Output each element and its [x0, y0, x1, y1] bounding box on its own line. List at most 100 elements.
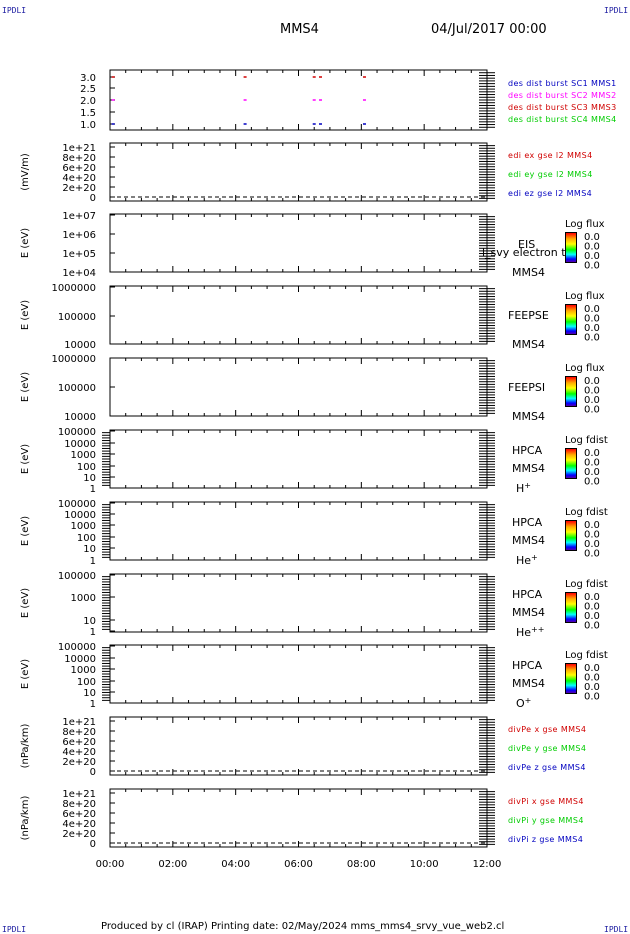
y-tick-label-divpi: 0: [90, 839, 96, 850]
instrument-label-eis: EIS: [518, 238, 535, 251]
y-axis-label-feepsi: E (eV): [20, 372, 31, 402]
y-tick-label-burst: 2.0: [80, 96, 96, 107]
y-tick-label-feepsi: 10000: [64, 412, 96, 423]
date-title: 04/Jul/2017 00:00: [431, 22, 547, 37]
instrument-label-hpca-h: HPCA: [512, 444, 543, 457]
colorbar-gradient: [565, 663, 577, 694]
spacecraft-label-eis: MMS4: [512, 266, 545, 279]
x-tick-label: 02:00: [158, 859, 187, 870]
y-tick-label-burst: 1.5: [80, 108, 96, 119]
colorbar-title-feepse: Log flux: [565, 291, 605, 302]
colorbar-value-hpca-he2: 0.0: [584, 602, 600, 613]
y-tick-label-divpi: 1e+21: [62, 789, 96, 800]
y-axis-label-hpca-o: E (eV): [20, 659, 31, 689]
y-tick-label-hpca-he2: 100000: [58, 571, 96, 582]
colorbar-title-hpca-o: Log fdist: [565, 650, 608, 661]
y-tick-label-hpca-he: 1: [90, 556, 96, 567]
colorbar-title-hpca-he: Log fdist: [565, 507, 608, 518]
y-axis-label-divpi: (nPa/km): [20, 796, 31, 841]
legend-item-edi: edi ey gse l2 MMS4: [508, 170, 593, 179]
legend-item-divpe: divPe y gse MMS4: [508, 744, 586, 753]
y-tick-label-divpe: 8e+20: [62, 727, 96, 738]
footer-credits: Produced by cl (IRAP) Printing date: 02/…: [101, 921, 505, 932]
y-tick-label-eis: 1e+06: [62, 230, 96, 241]
colorbar-value-eis: 0.0: [584, 251, 600, 262]
y-tick-label-hpca-he: 1000: [71, 521, 96, 532]
colorbar-value-hpca-o: 0.0: [584, 682, 600, 693]
y-tick-label-divpe: 2e+20: [62, 757, 96, 768]
colorbar-gradient: [565, 376, 577, 407]
y-tick-label-edi: 8e+20: [62, 153, 96, 164]
colorbar-value-eis: 0.0: [584, 232, 600, 243]
y-tick-label-hpca-o: 100: [77, 677, 96, 688]
colorbar-feepse: [565, 304, 577, 335]
y-tick-label-hpca-he2: 1: [90, 627, 96, 638]
y-tick-label-hpca-o: 10: [83, 688, 96, 699]
spacecraft-title: MMS4: [280, 22, 319, 37]
legend-item-divpe: divPe x gse MMS4: [508, 725, 586, 734]
species-label-hpca-he: He+: [516, 553, 538, 568]
colorbar-value-hpca-he: 0.0: [584, 520, 600, 531]
y-tick-label-divpe: 0: [90, 767, 96, 778]
x-tick-label: 06:00: [284, 859, 313, 870]
colorbar-value-hpca-h: 0.0: [584, 448, 600, 459]
colorbar-value-feepsi: 0.0: [584, 376, 600, 387]
y-tick-label-hpca-he2: 1000: [71, 593, 96, 604]
species-label-hpca-h: H+: [516, 481, 531, 496]
y-tick-label-burst: 3.0: [80, 73, 96, 84]
colorbar-value-feepsi: 0.0: [584, 405, 600, 416]
panel-frame-hpca-he2: [109, 573, 488, 633]
y-tick-label-hpca-he2: 10: [83, 616, 96, 627]
y-tick-label-hpca-he: 10000: [64, 510, 96, 521]
colorbar-hpca-o: [565, 663, 577, 694]
colorbar-gradient: [565, 304, 577, 335]
x-tick-label: 08:00: [347, 859, 376, 870]
colorbar-value-hpca-he2: 0.0: [584, 592, 600, 603]
y-tick-label-hpca-he: 10: [83, 544, 96, 555]
y-tick-label-hpca-h: 100: [77, 462, 96, 473]
colorbar-title-eis: Log flux: [565, 219, 605, 230]
colorbar-value-feepse: 0.0: [584, 323, 600, 334]
y-tick-label-hpca-h: 1: [90, 484, 96, 495]
y-tick-label-edi: 0: [90, 193, 96, 204]
species-label-hpca-he2: He++: [516, 625, 544, 640]
legend-item-edi: edi ex gse l2 MMS4: [508, 151, 593, 160]
colorbar-value-hpca-he: 0.0: [584, 549, 600, 560]
x-tick-label: 00:00: [96, 859, 125, 870]
colorbar-gradient: [565, 520, 577, 551]
legend-item-burst: des dist burst SC3 MMS3: [508, 103, 617, 112]
colorbar-value-hpca-h: 0.0: [584, 477, 600, 488]
y-tick-label-feepsi: 1000000: [51, 354, 96, 365]
y-tick-label-hpca-h: 1000: [71, 450, 96, 461]
legend-item-divpi: divPi y gse MMS4: [508, 816, 584, 825]
y-tick-label-hpca-h: 10000: [64, 439, 96, 450]
charge-superscript: +: [524, 481, 531, 490]
colorbar-value-hpca-h: 0.0: [584, 467, 600, 478]
colorbar-value-feepse: 0.0: [584, 333, 600, 344]
instrument-label-hpca-he: HPCA: [512, 516, 543, 529]
y-tick-label-feepse: 1000000: [51, 283, 96, 294]
y-tick-label-divpi: 4e+20: [62, 819, 96, 830]
panel-frame-burst: [109, 69, 488, 131]
panel-frame-hpca-h: [109, 429, 488, 489]
y-tick-label-edi: 2e+20: [62, 183, 96, 194]
species-label-hpca-o: O+: [516, 696, 531, 711]
colorbar-value-hpca-o: 0.0: [584, 663, 600, 674]
colorbar-value-feepse: 0.0: [584, 314, 600, 325]
y-tick-label-edi: 6e+20: [62, 163, 96, 174]
y-axis-label-divpe: (nPa/km): [20, 724, 31, 769]
colorbar-value-hpca-he2: 0.0: [584, 621, 600, 632]
corner-label-top-left: IPDLI: [2, 6, 27, 15]
panel-frame-hpca-o: [109, 644, 488, 704]
panel-frame-divpi: [109, 788, 488, 848]
colorbar-gradient: [565, 448, 577, 479]
colorbar-title-feepsi: Log flux: [565, 363, 605, 374]
y-tick-label-hpca-he: 100: [77, 533, 96, 544]
y-axis-label-feepse: E (eV): [20, 300, 31, 330]
colorbar-value-hpca-he: 0.0: [584, 530, 600, 541]
colorbar-value-feepsi: 0.0: [584, 395, 600, 406]
colorbar-value-eis: 0.0: [584, 242, 600, 253]
colorbar-hpca-h: [565, 448, 577, 479]
legend-item-divpe: divPe z gse MMS4: [508, 763, 586, 772]
